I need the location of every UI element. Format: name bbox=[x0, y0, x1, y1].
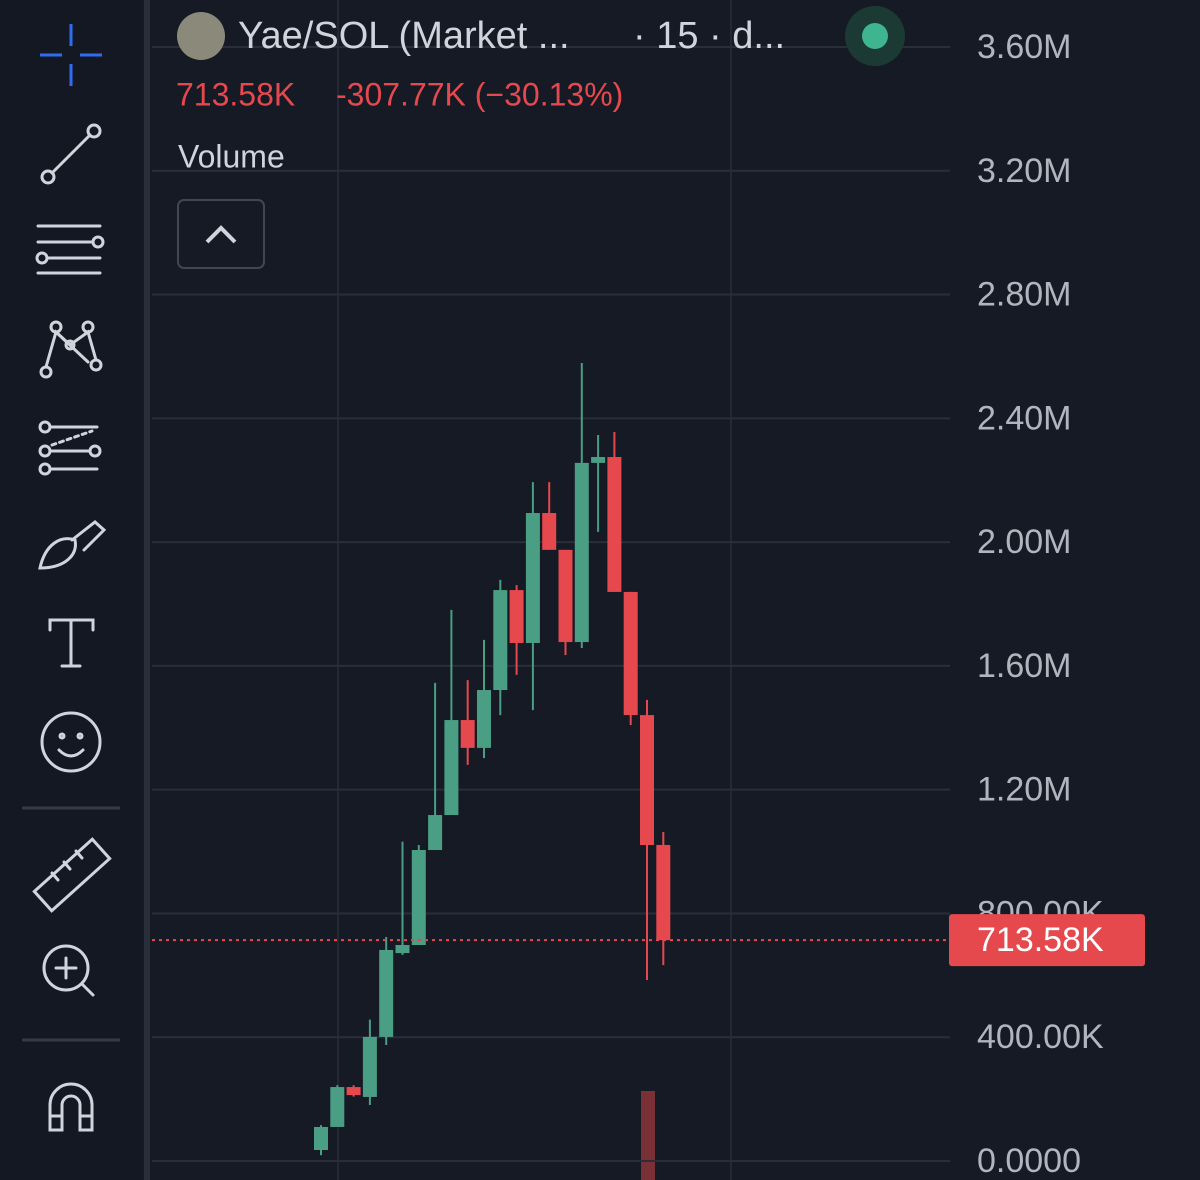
candle-body bbox=[623, 591, 638, 716]
y-tick-label: 1.60M bbox=[977, 647, 1072, 685]
pattern-tool[interactable] bbox=[39, 320, 103, 379]
y-tick-label: 400.00K bbox=[977, 1018, 1104, 1056]
text-tool[interactable] bbox=[48, 618, 95, 668]
last-price: 713.58K bbox=[176, 76, 295, 112]
trend-line-tool[interactable] bbox=[40, 123, 102, 185]
candle-body bbox=[640, 715, 654, 846]
y-tick-label: 2.00M bbox=[977, 523, 1072, 561]
chevron-up bbox=[205, 225, 237, 244]
y-tick-label: 0.0000 bbox=[977, 1142, 1081, 1180]
magnet-tool[interactable] bbox=[48, 1082, 94, 1132]
interval: · 15 · d... bbox=[633, 15, 785, 57]
study-name: Volume bbox=[178, 138, 285, 174]
y-tick-label: 2.40M bbox=[977, 399, 1072, 437]
candle-body bbox=[314, 1126, 328, 1151]
candle-body bbox=[346, 1087, 361, 1096]
horizontal-lines-tool[interactable] bbox=[35, 224, 105, 275]
toolbar bbox=[0, 0, 143, 1180]
candle-body bbox=[411, 850, 426, 946]
candle-body bbox=[656, 844, 671, 941]
ruler-tool[interactable] bbox=[32, 837, 112, 913]
candle-body bbox=[493, 590, 508, 691]
candle-body bbox=[542, 513, 557, 550]
symbol: Yae/SOL (Market ... bbox=[238, 15, 570, 57]
volume-bar bbox=[641, 1091, 655, 1180]
candle-body bbox=[477, 690, 491, 748]
status-dot[interactable] bbox=[862, 23, 888, 49]
candle-body bbox=[607, 457, 622, 592]
candle-body bbox=[558, 549, 573, 643]
candle-body bbox=[330, 1087, 345, 1127]
candle-body bbox=[362, 1036, 377, 1097]
candle-body bbox=[379, 949, 394, 1037]
candle-body bbox=[395, 945, 410, 954]
y-tick-label: 2.80M bbox=[977, 276, 1072, 314]
emoji-tool[interactable] bbox=[40, 711, 102, 773]
candle-body bbox=[591, 457, 606, 463]
y-tick-label: 3.20M bbox=[977, 152, 1072, 190]
current-price-label: 713.58K bbox=[977, 921, 1104, 959]
candle-body bbox=[460, 720, 475, 748]
candle-body bbox=[444, 720, 459, 816]
current-price-tag bbox=[949, 914, 1145, 967]
zoom-tool[interactable] bbox=[42, 944, 95, 997]
crosshair-tool[interactable] bbox=[40, 24, 102, 86]
y-tick-label: 3.60M bbox=[977, 28, 1072, 66]
brush-tool[interactable] bbox=[38, 520, 107, 570]
candle-body bbox=[509, 590, 524, 643]
price-change: -307.77K (−30.13%) bbox=[336, 76, 623, 112]
vertical-grid bbox=[337, 0, 732, 1180]
collapse-button[interactable] bbox=[177, 199, 265, 269]
plot bbox=[152, 46, 950, 1162]
candle-body bbox=[428, 815, 443, 851]
y-tick-label: 1.20M bbox=[977, 771, 1072, 809]
token-avatar bbox=[177, 12, 225, 60]
candle-body bbox=[525, 513, 540, 643]
candle-body bbox=[574, 462, 589, 643]
fib-tool[interactable] bbox=[38, 420, 102, 476]
